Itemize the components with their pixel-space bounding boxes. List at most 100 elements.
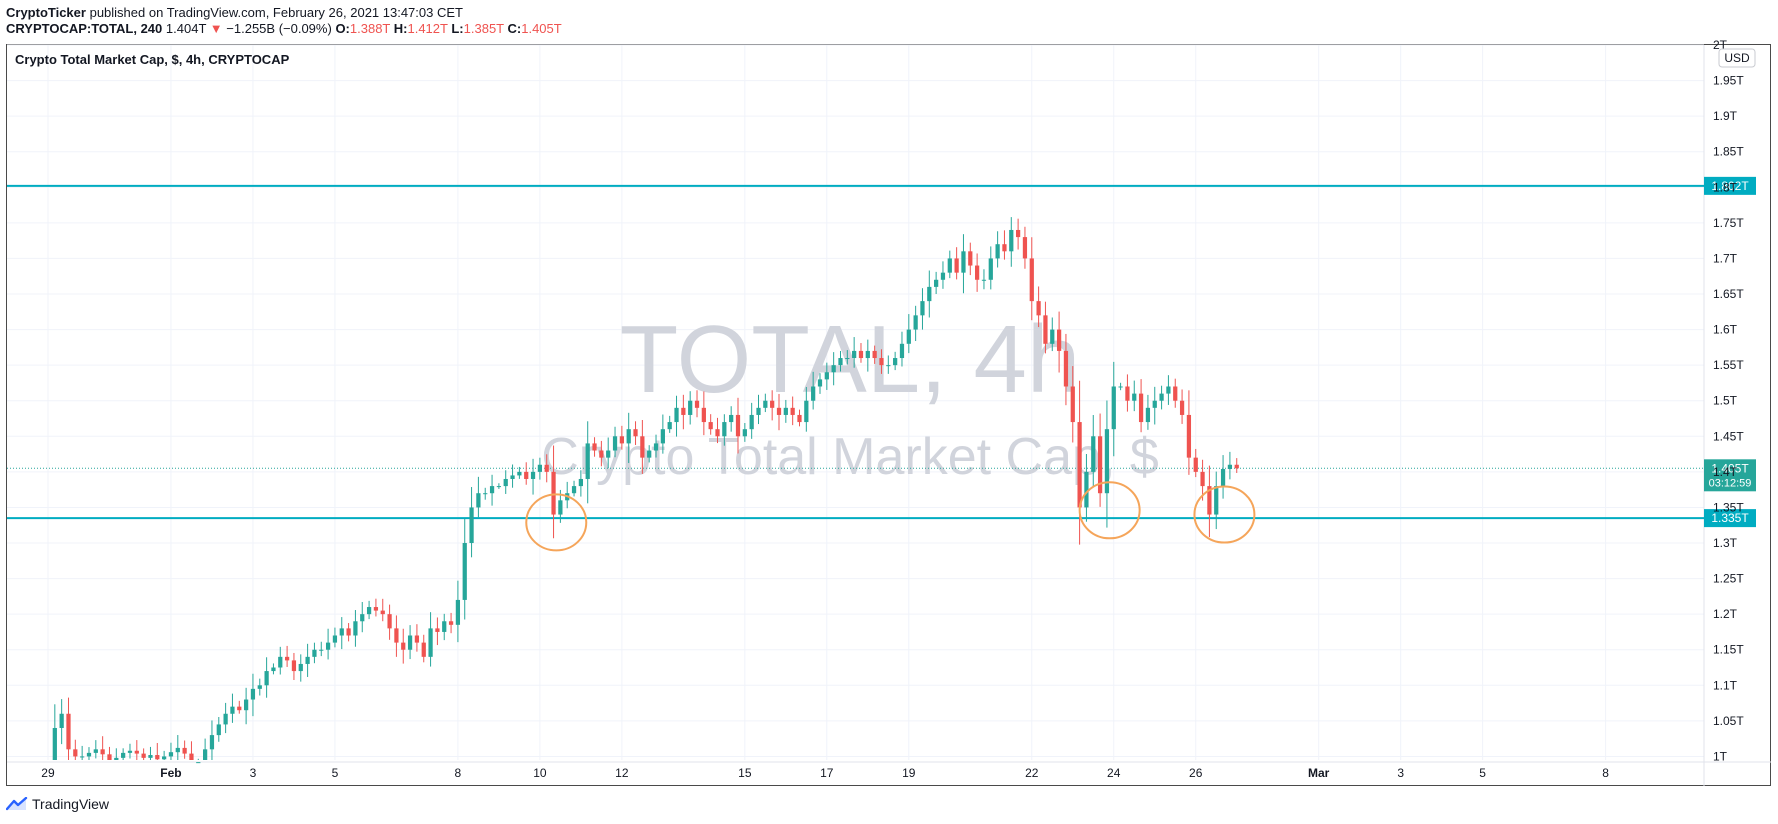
candle-body	[1166, 386, 1171, 394]
published-line: CryptoTicker published on TradingView.co…	[6, 5, 463, 20]
candle-body	[175, 747, 180, 753]
candle-body	[852, 350, 857, 359]
candle-down	[421, 634, 426, 663]
candle-down	[1043, 301, 1048, 354]
candle-up	[886, 355, 891, 374]
candle-down	[1186, 390, 1192, 475]
candle-down	[879, 349, 884, 374]
candle-up	[319, 641, 324, 657]
candle-body	[954, 258, 959, 273]
candle-body	[1063, 350, 1069, 387]
candle-body	[674, 407, 679, 423]
candle-down	[182, 740, 187, 759]
x-tick-label: 15	[738, 766, 752, 780]
candle-up	[865, 339, 870, 372]
candle-body	[264, 671, 269, 686]
y-tick-label: 1.1T	[1713, 678, 1738, 692]
watermark-subtitle: Crypto Total Market Cap, $	[541, 428, 1159, 486]
candle-up	[1132, 380, 1137, 412]
candle-body	[1138, 393, 1144, 423]
low-value: 1.385T	[463, 21, 504, 36]
candle-body	[1050, 329, 1055, 344]
candle-up	[298, 654, 303, 682]
candle-body	[640, 436, 645, 458]
candle-body	[817, 379, 823, 387]
candle-body	[558, 500, 563, 515]
candle-body	[701, 407, 706, 423]
candle-down	[715, 417, 720, 444]
candle-up	[196, 758, 201, 764]
candle-down	[1015, 218, 1021, 250]
candle-body	[148, 755, 153, 758]
candle-body	[366, 607, 372, 615]
candle-up	[1104, 400, 1110, 528]
y-tick-label: 1.2T	[1713, 607, 1738, 621]
candle-up	[674, 395, 679, 437]
candle-body	[1193, 457, 1198, 472]
candle-down	[435, 617, 440, 646]
candle-body	[763, 400, 768, 408]
countdown-label: 03:12:59	[1709, 477, 1752, 489]
candle-body	[93, 749, 98, 753]
publisher-name[interactable]: CryptoTicker	[6, 5, 86, 20]
candle-up	[1152, 386, 1157, 425]
candle-body	[325, 642, 331, 650]
candle-down	[544, 454, 549, 483]
candle-down	[640, 420, 645, 474]
candle-body	[906, 329, 911, 344]
y-tick-label: 1.55T	[1713, 358, 1744, 372]
candle-body	[407, 635, 413, 650]
currency-badge[interactable]: USD	[1718, 48, 1756, 68]
close-value: 1.405T	[521, 21, 562, 36]
candle-up	[578, 470, 583, 497]
candle-body	[1125, 386, 1130, 401]
candle-body	[571, 486, 577, 494]
candle-body	[872, 350, 877, 359]
candle-up	[469, 487, 474, 558]
candle-body	[824, 372, 829, 380]
candle-up	[503, 470, 508, 494]
level-label: 1.802T	[1711, 179, 1749, 193]
change-value: −1.255B (−0.09%)	[226, 21, 332, 36]
candle-up	[763, 393, 768, 413]
candle-body	[688, 400, 693, 415]
y-tick-label: 1.65T	[1713, 287, 1744, 301]
candle-body	[155, 755, 160, 760]
candle-down	[735, 397, 741, 454]
candle-body	[968, 251, 973, 266]
candle-body	[1118, 386, 1123, 388]
symbol-label: CRYPTOCAP:TOTAL, 240	[6, 21, 163, 36]
x-tick-label: 24	[1107, 766, 1121, 780]
candle-up	[127, 743, 133, 759]
candle-down	[858, 343, 864, 363]
candle-body	[708, 422, 713, 430]
candle-body	[1015, 229, 1021, 238]
footer-brand[interactable]: TradingView	[6, 796, 109, 812]
candle-up	[203, 738, 208, 760]
candle-up	[1091, 415, 1096, 487]
candle-up	[407, 625, 413, 660]
candle-down	[797, 409, 802, 427]
candle-body	[899, 343, 905, 359]
annotation-circle	[1078, 481, 1141, 540]
candle-body	[913, 315, 918, 330]
tradingview-logo-icon	[6, 797, 28, 811]
x-tick-label: 8	[1602, 766, 1609, 780]
x-tick-label: 5	[1479, 766, 1486, 780]
candle-up	[93, 740, 98, 759]
candle-body	[107, 754, 112, 760]
candle-up	[59, 699, 64, 745]
candle-body	[257, 685, 262, 689]
candle-up	[811, 371, 816, 410]
candle-body	[715, 429, 720, 437]
candle-body	[483, 493, 488, 495]
candle-up	[742, 422, 747, 442]
y-tick-label: 1.15T	[1713, 643, 1744, 657]
x-tick-label: Mar	[1308, 766, 1330, 780]
candle-up	[86, 747, 92, 760]
candle-up	[462, 518, 467, 620]
candle-down	[73, 739, 78, 760]
candle-body	[653, 443, 659, 451]
candle-body	[305, 656, 310, 664]
